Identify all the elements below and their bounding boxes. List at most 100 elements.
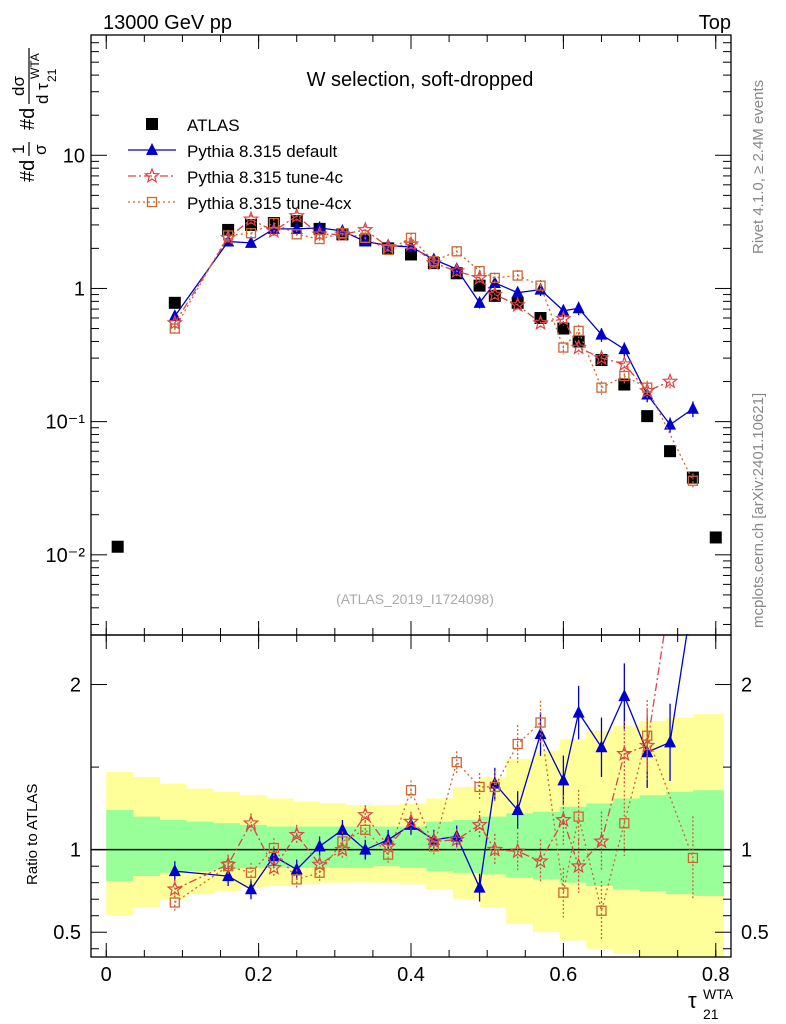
ratio-point	[313, 839, 326, 852]
legend-marker	[146, 143, 158, 155]
data-point	[428, 256, 440, 267]
x-tick-label: 0.4	[397, 964, 425, 986]
y-tick-label: 10	[63, 145, 85, 167]
ratio-y-tick-label: 1	[70, 840, 81, 862]
data-point	[337, 228, 348, 239]
ratio-point	[619, 818, 630, 829]
data-point	[245, 228, 257, 239]
ylabel-tau-sub: 21	[45, 68, 59, 82]
xlabel-sub: 21	[703, 1006, 719, 1022]
data-point	[573, 325, 584, 337]
band-inner-bin	[532, 811, 561, 880]
ratio-point	[450, 829, 463, 842]
ratio-point	[169, 897, 180, 908]
data-point	[169, 323, 180, 334]
x-tick-label: 0.6	[549, 964, 577, 986]
data-point	[242, 210, 260, 227]
main-plot-series	[111, 207, 722, 553]
band-inner-bin	[186, 821, 214, 872]
data-point	[616, 355, 633, 372]
ratio-point	[489, 781, 500, 793]
ratio-point	[471, 816, 488, 832]
band-inner-bin	[106, 810, 134, 882]
ratio-series-line	[174, 594, 671, 890]
band-inner-bin	[159, 819, 187, 873]
ratio-point	[572, 705, 585, 718]
series-line	[174, 215, 671, 392]
data-point	[290, 221, 303, 234]
ratio-point	[596, 905, 607, 916]
ratio-point	[425, 832, 443, 849]
legend: ATLAS Pythia 8.315 default Pythia 8.315 tu…	[128, 116, 352, 213]
data-point	[360, 232, 371, 243]
ylabel-sigma: σ	[31, 144, 50, 155]
ratio-point	[573, 811, 584, 822]
data-point	[595, 327, 608, 340]
ratio-plot-series	[0, 35, 786, 1024]
data-point	[111, 540, 124, 553]
data-point	[557, 322, 570, 335]
chart-title: W selection, soft-dropped	[307, 69, 534, 91]
x-axis-label: τ WTA 21	[688, 986, 734, 1022]
ratio-y-tick-label: 0.5	[53, 922, 81, 944]
ratio-point	[595, 740, 608, 753]
ratio-point	[535, 717, 546, 728]
data-point	[311, 225, 328, 242]
ylabel-hash-d-2: #d	[17, 108, 39, 130]
data-point	[664, 445, 677, 458]
ratio-clip-mask	[0, 35, 786, 1024]
ratio-y-tick-label-right: 0.5	[741, 922, 769, 944]
data-point	[664, 417, 677, 430]
ratio-point	[245, 882, 257, 895]
band-inner-bin	[399, 826, 427, 868]
data-point	[641, 410, 654, 423]
data-point	[511, 296, 524, 309]
data-point	[687, 475, 699, 486]
x-tick-label: 0	[101, 964, 112, 986]
ylabel-d-tau: d τ	[33, 83, 52, 104]
ratio-point	[265, 859, 283, 875]
ratio-point	[664, 735, 677, 748]
data-point	[618, 342, 631, 355]
ratio-point	[558, 887, 569, 898]
band-inner-bin	[586, 803, 614, 886]
ylabel-one: 1	[9, 145, 28, 154]
ratio-point	[512, 738, 523, 750]
legend-label: ATLAS	[187, 116, 240, 135]
ratio-point	[593, 832, 610, 849]
legend-marker	[143, 167, 161, 184]
data-point	[405, 248, 417, 261]
data-point	[268, 217, 280, 229]
ratio-point	[359, 842, 372, 855]
data-point	[555, 310, 572, 326]
data-point	[265, 222, 283, 239]
ratio-point	[360, 824, 371, 836]
ratio-uncertainty-bands	[106, 714, 724, 957]
ratio-point	[448, 831, 465, 847]
data-point	[245, 235, 257, 248]
data-point	[291, 229, 302, 240]
ratio-point	[222, 869, 235, 882]
data-point	[168, 296, 181, 309]
ratio-point	[242, 814, 260, 831]
ratio-point	[618, 689, 631, 702]
ratio-y-tick-label-right: 2	[741, 675, 752, 697]
ratio-point	[428, 841, 440, 852]
ratio-point	[451, 756, 462, 768]
band-inner-bin	[612, 798, 641, 890]
data-point	[532, 314, 549, 331]
y-tick-label: 10⁻¹	[46, 412, 86, 434]
band-inner-bin	[346, 826, 374, 868]
ratio-point	[474, 781, 485, 793]
data-point	[509, 296, 526, 313]
data-point	[709, 531, 722, 544]
ylabel-dsigma: dσ	[9, 76, 28, 96]
ratio-point	[642, 730, 653, 741]
ratio-point	[511, 803, 524, 816]
band-inner-bin	[132, 816, 161, 877]
ratio-y-tick-label: 2	[70, 675, 81, 697]
data-point	[535, 280, 546, 291]
data-point	[558, 342, 569, 353]
data-point	[618, 378, 631, 391]
